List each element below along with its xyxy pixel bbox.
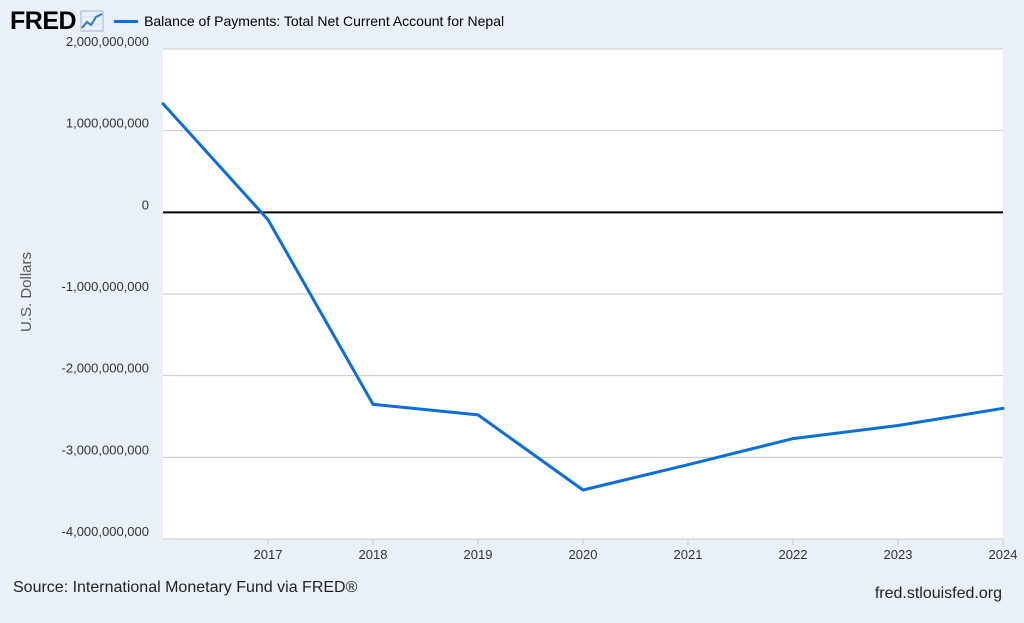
line-chart-icon [80, 10, 104, 32]
x-tick-label: 2020 [569, 547, 598, 562]
data-point [266, 218, 270, 222]
chart-header: FRED Balance of Payments: Total Net Curr… [10, 6, 504, 36]
y-tick-label: -3,000,000,000 [62, 442, 149, 457]
legend-swatch [114, 19, 139, 23]
x-tick-label: 2017 [254, 547, 283, 562]
x-tick-label: 2022 [779, 547, 808, 562]
y-axis-ticks: 2,000,000,000 1,000,000,000 0 -1,000,000,00… [62, 34, 149, 539]
legend-label: Balance of Payments: Total Net Current A… [144, 13, 505, 29]
data-point [161, 102, 165, 106]
x-tick-label: 2018 [359, 547, 388, 562]
y-tick-label: 1,000,000,000 [66, 116, 149, 131]
series-points [161, 102, 1005, 492]
x-tick-label: 2023 [884, 547, 913, 562]
x-tick-label: 2024 [989, 547, 1018, 562]
y-tick-label: 2,000,000,000 [66, 34, 149, 49]
y-tick-label: 0 [142, 197, 149, 212]
x-tick-label: 2021 [674, 547, 703, 562]
x-tick-label: 2019 [464, 547, 493, 562]
y-tick-label: -2,000,000,000 [62, 361, 149, 376]
fred-logo[interactable]: FRED [10, 6, 77, 35]
source-note: Source: International Monetary Fund via … [13, 579, 358, 596]
y-tick-label: -4,000,000,000 [62, 524, 149, 539]
data-point [476, 413, 480, 417]
data-point [686, 463, 690, 467]
data-point [371, 402, 375, 406]
data-point [896, 423, 900, 427]
x-axis-ticks: 2017 2018 2019 2020 2021 2022 2023 2024 [254, 539, 1018, 562]
data-point [791, 437, 795, 441]
y-axis-label: U.S. Dollars [18, 252, 35, 332]
y-tick-label: -1,000,000,000 [62, 279, 149, 294]
site-link[interactable]: fred.stlouisfed.org [874, 585, 1002, 602]
data-point [581, 488, 585, 492]
data-point [1001, 406, 1005, 410]
